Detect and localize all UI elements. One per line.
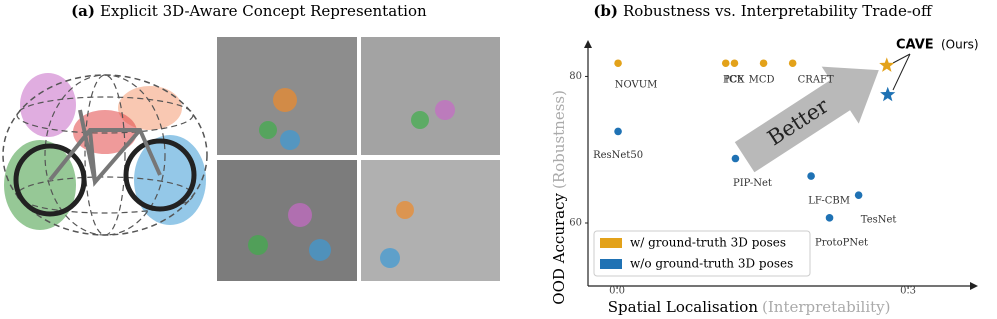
point [730, 59, 739, 68]
point-label: MCD [749, 75, 775, 86]
point [788, 59, 797, 68]
legend-swatch [600, 238, 622, 248]
x-tick-label: 0.3 [900, 286, 916, 297]
legend-label: w/ ground-truth 3D poses [630, 236, 786, 250]
point-label: TesNet [861, 215, 897, 226]
point-label: NOVUM [615, 80, 658, 91]
panel-a: (a) Explicit 3D-Aware Concept Representa… [2, 2, 500, 281]
x-axis-label: Spatial Localisation [608, 298, 759, 316]
legend: w/ ground-truth 3D poses w/o ground-truth… [593, 230, 811, 277]
panel-title: Explicit 3D-Aware Concept Representation [100, 2, 427, 20]
point [759, 59, 768, 68]
point-label: ICE [725, 75, 744, 86]
point-label: PIP-Net [733, 178, 772, 189]
chart-title: Robustness vs. Interpretability Trade-of… [623, 2, 933, 20]
highlight-note: (Ours) [941, 38, 979, 52]
point [721, 59, 730, 68]
better-arrow: Better [734, 66, 879, 173]
point-label: LF-CBM [808, 196, 850, 207]
x-axis-arrow [970, 282, 978, 290]
point [807, 172, 815, 180]
point [854, 191, 863, 199]
y-axis-note: (Robustness) [550, 90, 568, 189]
point-label: PCX [723, 75, 745, 86]
point [731, 154, 740, 163]
y-tick-label: 60 [569, 217, 582, 228]
panel-label: (a) [71, 2, 95, 20]
example-photos [217, 37, 500, 281]
y-tick-label: 80 [569, 71, 582, 82]
y-axis-arrow [584, 40, 592, 48]
point-label: ResNet50 [593, 150, 643, 161]
panel-label: (b) [593, 2, 618, 20]
point [614, 59, 622, 68]
y-axis-label: OOD Accuracy [550, 192, 568, 304]
point [825, 214, 834, 222]
highlight-pointer [892, 53, 911, 91]
x-tick-label: 0.0 [609, 286, 625, 297]
legend-label: w/o ground-truth 3D poses [630, 257, 793, 271]
concept-ellipsoid [2, 73, 208, 236]
point [614, 127, 622, 136]
star-point [880, 86, 896, 102]
highlight-label: CAVE [896, 38, 934, 53]
x-axis-note: (Interpretability) [762, 298, 890, 316]
star-point [879, 57, 895, 72]
point-label: CRAFT [798, 75, 834, 86]
legend-swatch [600, 259, 622, 269]
point-label: ProtoPNet [815, 237, 868, 248]
